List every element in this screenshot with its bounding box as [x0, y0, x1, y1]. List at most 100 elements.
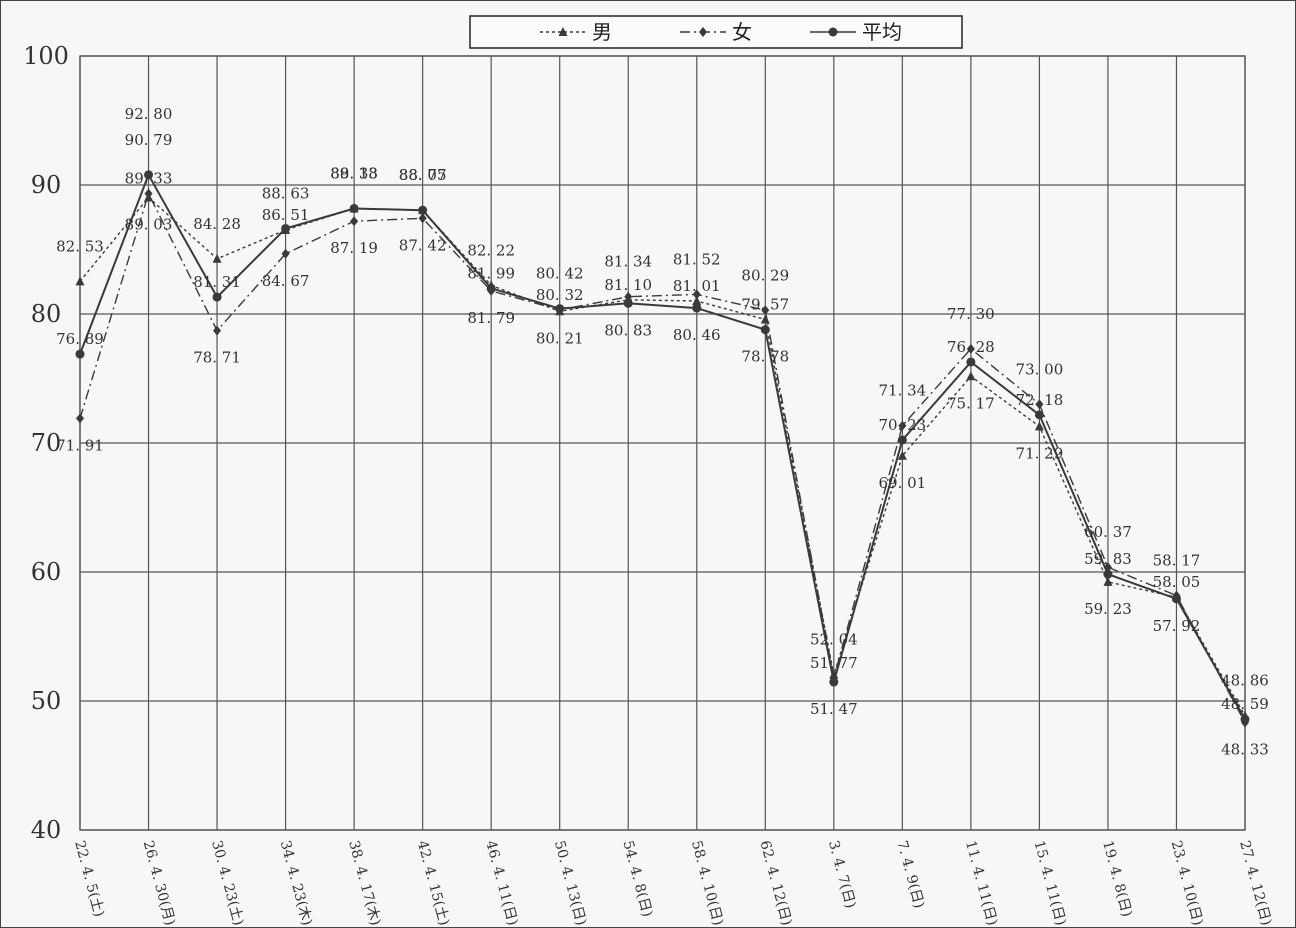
data-label: 81. 10 [604, 276, 652, 294]
legend: 男 女 平均 [469, 15, 963, 49]
marker-diamond [418, 213, 427, 224]
marker-dot [1103, 569, 1113, 579]
marker-diamond [144, 188, 153, 199]
data-label: 75. 17 [947, 394, 995, 412]
x-tick-label: 15. 4. 11(日) [1031, 839, 1069, 927]
marker-dot [555, 304, 565, 314]
data-label: 70. 23 [878, 416, 926, 434]
marker-dot [212, 292, 222, 302]
data-label: 88. 05 [399, 166, 447, 184]
legend-marker-triangle [558, 27, 568, 36]
x-tick-label: 23. 4. 10(日) [1168, 839, 1206, 927]
data-label: 59. 23 [1084, 600, 1132, 618]
x-tick-label: 34. 4. 23(木) [277, 839, 315, 927]
value-labels: 82. 53 89. 03 84. 28 86. 51 88. 18 88. 05 82. … [56, 105, 1269, 759]
marker-dot [692, 303, 702, 313]
data-label: 69. 01 [878, 474, 926, 492]
legend-marker-dot [828, 27, 838, 37]
data-label: 73. 00 [1016, 360, 1064, 378]
data-label: 80. 42 [536, 265, 584, 283]
marker-diamond [692, 289, 701, 300]
data-label: 80. 21 [536, 329, 584, 347]
marker-triangle [897, 450, 907, 460]
marker-triangle [966, 371, 976, 381]
data-label: 78. 78 [741, 348, 789, 366]
data-label: 81. 79 [467, 309, 515, 327]
data-label: 87. 19 [330, 239, 378, 257]
series-group [75, 170, 1250, 728]
data-label: 71. 34 [878, 382, 926, 400]
y-tick-label: 70 [31, 429, 62, 457]
marker-dot [418, 205, 428, 215]
marker-diamond [213, 325, 222, 336]
legend-label: 男 [592, 20, 612, 44]
data-label: 71. 91 [56, 436, 104, 454]
data-label: 76. 28 [947, 338, 995, 356]
marker-triangle [692, 295, 702, 305]
data-label: 82. 53 [56, 237, 104, 255]
marker-triangle [1034, 421, 1044, 431]
x-tick-label: 7. 4. 9(日) [893, 839, 926, 910]
y-tick-label: 80 [31, 300, 62, 328]
data-label: 71. 29 [1016, 444, 1064, 462]
data-label: 89. 03 [125, 216, 173, 234]
marker-diamond [966, 343, 975, 354]
data-label: 84. 67 [262, 272, 310, 290]
marker-dot [966, 357, 976, 367]
marker-dot [829, 677, 839, 687]
data-label: 88. 63 [262, 184, 310, 202]
marker-dot [486, 283, 496, 293]
y-tick-label: 50 [31, 687, 62, 715]
data-label: 89. 33 [125, 170, 173, 188]
marker-dot [144, 170, 154, 180]
data-label: 51. 77 [810, 654, 858, 672]
data-label: 76. 89 [56, 330, 104, 348]
marker-dot [349, 203, 359, 213]
y-axis: 40 50 60 70 80 90 100 [23, 42, 69, 844]
x-tick-label: 54. 4. 8(日) [619, 839, 655, 919]
data-label: 89. 33 [330, 164, 378, 182]
data-label: 78. 71 [193, 349, 241, 367]
data-label: 87. 42 [399, 236, 447, 254]
data-label: 81. 99 [467, 264, 515, 282]
marker-triangle [760, 314, 770, 324]
marker-dot [281, 223, 291, 233]
marker-dot [75, 349, 85, 359]
x-tick-label: 30. 4. 23(土) [208, 839, 246, 927]
x-tick-label: 38. 4. 17(木) [345, 839, 383, 927]
data-label: 57. 92 [1153, 617, 1201, 635]
data-label: 81. 52 [673, 250, 721, 268]
marker-dot [897, 435, 907, 445]
marker-triangle [1103, 576, 1113, 586]
data-label: 80. 83 [604, 321, 652, 339]
data-label: 72. 18 [1016, 391, 1064, 409]
data-label: 59. 83 [1084, 550, 1132, 568]
grid [79, 55, 1246, 831]
x-tick-label: 46. 4. 11(日) [482, 839, 520, 927]
marker-dot [1171, 594, 1181, 604]
data-label: 48. 86 [1221, 672, 1269, 690]
marker-dot [1034, 410, 1044, 420]
marker-diamond [1035, 399, 1044, 410]
data-label: 81. 01 [673, 277, 721, 295]
data-label: 58. 05 [1153, 573, 1201, 591]
legend-marker-diamond [699, 27, 707, 37]
marker-diamond [281, 248, 290, 259]
data-label: 84. 28 [193, 215, 241, 233]
marker-diamond [898, 420, 907, 431]
x-tick-label: 19. 4. 8(日) [1099, 839, 1135, 919]
data-label: 80. 29 [741, 266, 789, 284]
data-label: 88. 77 [399, 166, 447, 184]
data-label: 80. 32 [536, 286, 584, 304]
x-tick-label: 3. 4. 7(日) [825, 839, 858, 910]
data-label: 79. 57 [741, 296, 789, 314]
x-tick-label: 42. 4. 15(土) [414, 839, 452, 927]
x-tick-label: 50. 4. 13(日) [551, 839, 589, 927]
data-label: 88. 18 [330, 164, 378, 182]
marker-diamond [350, 216, 359, 227]
x-tick-label: 27. 4. 12(日) [1236, 839, 1274, 927]
x-tick-label: 58. 4. 10(日) [688, 839, 726, 927]
marker-dot [623, 298, 633, 308]
